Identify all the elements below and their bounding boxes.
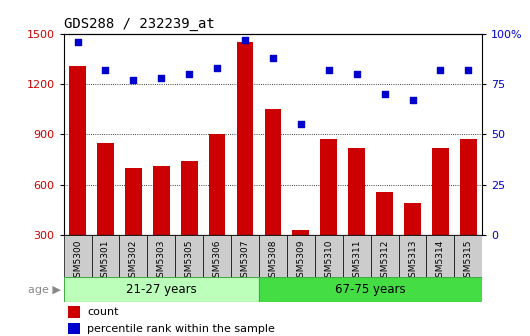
Bar xyxy=(287,235,315,277)
Point xyxy=(297,122,305,127)
Point xyxy=(324,67,333,73)
Bar xyxy=(348,148,365,286)
Text: count: count xyxy=(87,307,118,317)
Point xyxy=(352,71,361,77)
Bar xyxy=(460,139,476,286)
Point xyxy=(157,75,165,81)
Text: GSM5309: GSM5309 xyxy=(296,239,305,283)
Text: GSM5308: GSM5308 xyxy=(269,239,277,283)
Bar xyxy=(343,235,370,277)
Text: GDS288 / 232239_at: GDS288 / 232239_at xyxy=(64,17,214,31)
Bar xyxy=(209,134,225,286)
Text: GSM5303: GSM5303 xyxy=(157,239,166,283)
Text: GSM5312: GSM5312 xyxy=(380,239,389,283)
Bar xyxy=(125,168,142,286)
Bar xyxy=(404,203,421,286)
Text: GSM5313: GSM5313 xyxy=(408,239,417,283)
Text: 67-75 years: 67-75 years xyxy=(335,283,406,296)
Point xyxy=(129,77,138,83)
Point xyxy=(213,65,222,71)
Bar xyxy=(315,235,343,277)
Bar xyxy=(175,235,203,277)
Point xyxy=(185,71,193,77)
Bar xyxy=(119,235,147,277)
Bar xyxy=(264,109,281,286)
Bar xyxy=(64,235,92,277)
Bar xyxy=(69,66,86,286)
Text: GSM5311: GSM5311 xyxy=(352,239,361,283)
Bar xyxy=(231,235,259,277)
Text: GSM5306: GSM5306 xyxy=(213,239,222,283)
Bar xyxy=(432,148,449,286)
Bar xyxy=(370,235,399,277)
Text: 21-27 years: 21-27 years xyxy=(126,283,197,296)
Bar xyxy=(259,277,496,302)
Text: GSM5310: GSM5310 xyxy=(324,239,333,283)
Bar xyxy=(203,235,231,277)
Point xyxy=(269,55,277,60)
Point xyxy=(101,67,110,73)
Point xyxy=(73,39,82,44)
Bar xyxy=(321,139,337,286)
Point xyxy=(436,67,445,73)
Point xyxy=(464,67,473,73)
Bar xyxy=(454,235,482,277)
Text: GSM5307: GSM5307 xyxy=(241,239,250,283)
Bar xyxy=(376,192,393,286)
Bar xyxy=(237,42,253,286)
Text: GSM5314: GSM5314 xyxy=(436,239,445,283)
Bar xyxy=(399,235,427,277)
Text: age ▶: age ▶ xyxy=(28,285,61,295)
Bar xyxy=(97,143,114,286)
Bar xyxy=(64,277,259,302)
Point xyxy=(241,37,249,42)
Bar xyxy=(181,161,198,286)
Bar xyxy=(153,166,170,286)
Bar xyxy=(68,323,80,334)
Bar xyxy=(427,235,454,277)
Bar xyxy=(259,235,287,277)
Bar xyxy=(92,235,119,277)
Point xyxy=(408,97,417,103)
Text: GSM5305: GSM5305 xyxy=(185,239,193,283)
Text: GSM5300: GSM5300 xyxy=(73,239,82,283)
Text: percentile rank within the sample: percentile rank within the sample xyxy=(87,324,275,334)
Text: GSM5315: GSM5315 xyxy=(464,239,473,283)
Point xyxy=(381,91,389,97)
Bar xyxy=(68,306,80,318)
Text: GSM5302: GSM5302 xyxy=(129,239,138,283)
Text: GSM5301: GSM5301 xyxy=(101,239,110,283)
Bar xyxy=(293,230,309,286)
Bar xyxy=(147,235,175,277)
